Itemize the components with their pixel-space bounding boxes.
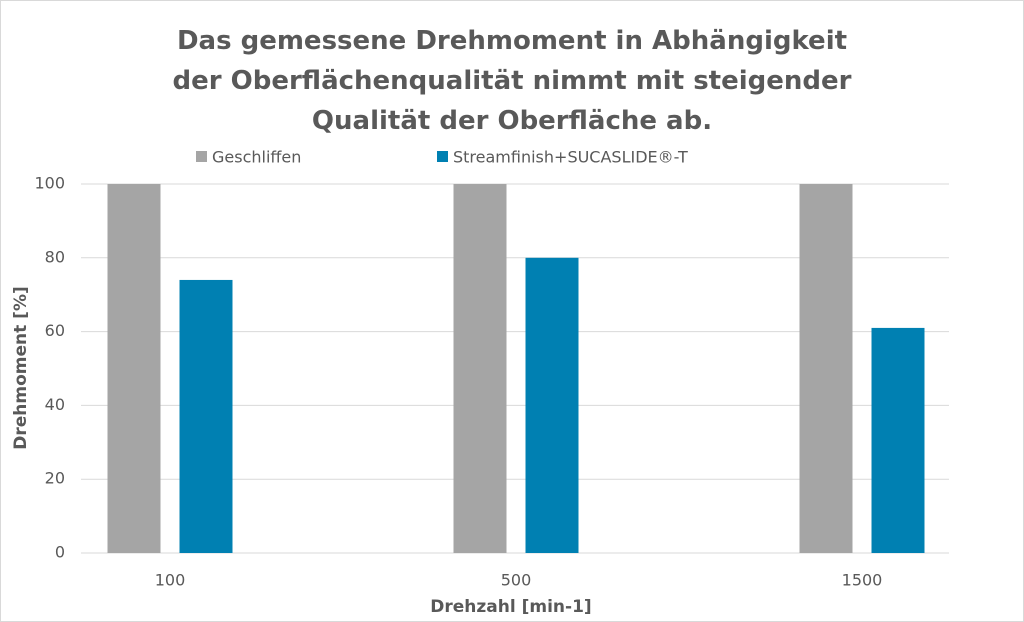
x-tick-label: 500 [501,571,532,590]
x-axis-title: Drehzahl [min-1] [430,597,591,617]
bar [453,184,507,553]
y-tick-label: 80 [45,247,65,266]
bar [799,184,853,553]
legend-swatch [196,151,207,162]
y-tick-label: 60 [45,321,65,340]
y-axis-title: Drehmoment [%] [11,286,31,449]
legend-label: Streamfinish+SUCASLIDE®-T [453,148,688,167]
x-tick-label: 1500 [842,571,883,590]
y-tick-label: 40 [45,395,65,414]
x-tick-label: 100 [155,571,186,590]
y-tick-label: 0 [55,543,65,562]
bar [107,184,161,553]
bar [871,327,925,553]
chart-title: Das gemessene Drehmoment in Abhängigkeit… [172,26,852,136]
legend-swatch [437,151,448,162]
bar [525,257,579,553]
legend-label: Geschliffen [212,148,301,167]
y-tick-label: 20 [45,469,65,488]
y-tick-label: 100 [34,174,65,193]
bar [179,279,233,553]
